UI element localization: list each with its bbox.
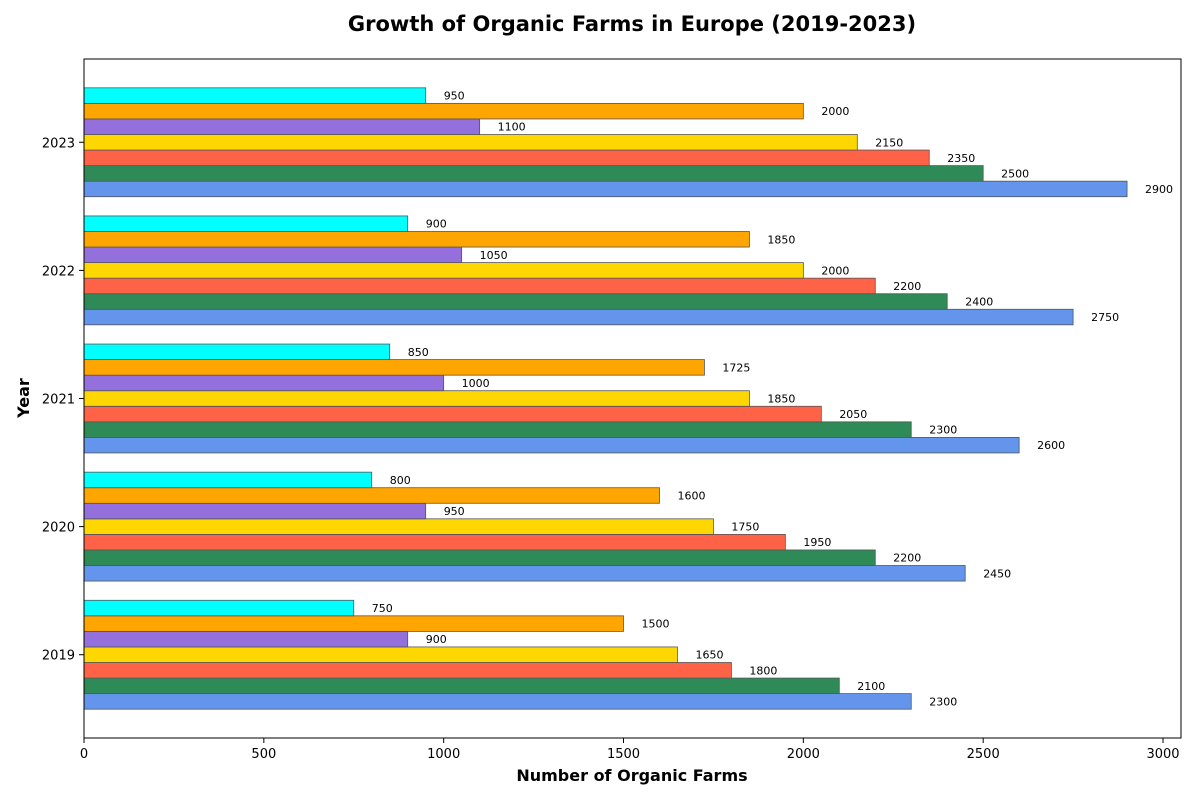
bar-2023-3 — [83, 134, 858, 151]
bar-2022-6 — [83, 215, 409, 232]
data-label-2022-4: 1050 — [480, 249, 508, 262]
x-tick-label-1000: 1000 — [427, 747, 460, 762]
bar-2020-0 — [83, 565, 966, 582]
data-label-2019-2: 1800 — [749, 664, 777, 677]
bar-2019-2 — [83, 662, 732, 679]
bars-group — [83, 87, 1128, 710]
data-label-2022-2: 2200 — [893, 280, 921, 293]
bar-2019-5 — [83, 615, 624, 632]
plot-frame — [83, 58, 1182, 739]
data-label-2023-2: 2350 — [947, 152, 975, 165]
data-label-2019-3: 1650 — [695, 649, 723, 662]
y-ticks-group: 2019 2020 2021 2022 2023 — [42, 136, 84, 664]
bar-2023-4 — [83, 118, 481, 135]
bar-2023-5 — [83, 102, 804, 120]
data-label-2020-5: 1600 — [677, 490, 705, 503]
bar-2020-2 — [83, 533, 786, 551]
data-label-2021-1: 2300 — [929, 424, 957, 437]
data-labels-group: 2300 2100 1800 1650 900 1500 750 2450 2200 1950 17… — [372, 90, 1173, 709]
bar-2019-0 — [83, 693, 912, 710]
bar-2021-4 — [83, 374, 445, 392]
data-label-2022-6: 900 — [426, 218, 447, 231]
bar-2022-4 — [83, 246, 463, 264]
x-ticks-group: 0 500 1000 1500 2000 2500 3000 — [80, 738, 1180, 762]
data-label-2019-1: 2100 — [857, 680, 885, 693]
data-label-2020-4: 950 — [444, 505, 465, 518]
y-tick-label-2023: 2023 — [42, 136, 75, 151]
bar-2021-0 — [83, 436, 1020, 454]
x-tick-label-2500: 2500 — [967, 747, 1000, 762]
bar-2020-6 — [83, 471, 373, 489]
data-label-2019-6: 750 — [372, 602, 393, 615]
bar-2022-1 — [83, 293, 948, 310]
data-label-2022-0: 2750 — [1091, 311, 1119, 324]
data-label-2020-2: 1950 — [803, 536, 831, 549]
data-label-2020-1: 2200 — [893, 552, 921, 565]
data-label-2022-1: 2400 — [965, 296, 993, 309]
x-tick-label-3000: 3000 — [1146, 747, 1179, 762]
chart-title: Growth of Organic Farms in Europe (2019-… — [348, 12, 916, 36]
bar-2023-2 — [83, 149, 930, 167]
x-tick-label-500: 500 — [251, 747, 276, 762]
bar-2020-3 — [83, 518, 714, 535]
y-tick-label-2019: 2019 — [42, 649, 75, 664]
bar-2021-1 — [83, 421, 912, 438]
bar-2019-6 — [83, 599, 355, 617]
data-label-2022-3: 2000 — [821, 264, 849, 277]
bar-2022-2 — [83, 277, 876, 295]
y-tick-label-2021: 2021 — [42, 393, 75, 408]
bar-2020-4 — [83, 502, 427, 520]
bar-2021-2 — [83, 405, 822, 423]
data-label-2019-4: 900 — [426, 633, 447, 646]
bar-2019-4 — [83, 630, 409, 648]
data-label-2021-5: 1725 — [722, 361, 750, 374]
bar-2021-3 — [83, 390, 750, 407]
y-axis-label: Year — [14, 378, 33, 419]
data-label-2019-0: 2300 — [929, 695, 957, 708]
data-label-2020-6: 800 — [390, 474, 411, 487]
data-label-2023-4: 1100 — [498, 121, 526, 134]
bar-2021-5 — [83, 359, 705, 376]
y-tick-label-2020: 2020 — [42, 521, 75, 536]
data-label-2020-3: 1750 — [731, 521, 759, 534]
bar-2019-3 — [83, 646, 678, 663]
data-label-2020-0: 2450 — [983, 567, 1011, 580]
data-label-2021-2: 2050 — [839, 408, 867, 421]
data-label-2023-5: 2000 — [821, 105, 849, 118]
x-tick-label-0: 0 — [80, 747, 88, 762]
x-tick-label-1500: 1500 — [607, 747, 640, 762]
bar-2022-3 — [83, 262, 804, 279]
bar-2023-0 — [83, 180, 1128, 198]
data-label-2023-1: 2500 — [1001, 167, 1029, 180]
bar-2021-6 — [83, 343, 391, 361]
x-tick-label-2000: 2000 — [787, 747, 820, 762]
bar-2022-5 — [83, 231, 750, 248]
x-axis-label: Number of Organic Farms — [516, 766, 747, 785]
data-label-2021-0: 2600 — [1037, 439, 1065, 452]
data-label-2021-6: 850 — [408, 346, 429, 359]
bar-2023-1 — [83, 165, 984, 182]
data-label-2019-5: 1500 — [642, 618, 670, 631]
data-label-2023-0: 2900 — [1145, 183, 1173, 196]
data-label-2022-5: 1850 — [767, 233, 795, 246]
data-label-2023-6: 950 — [444, 90, 465, 103]
data-label-2021-4: 1000 — [462, 377, 490, 390]
data-label-2021-3: 1850 — [767, 393, 795, 406]
bar-2019-1 — [83, 677, 840, 695]
bar-2023-6 — [83, 87, 427, 104]
bar-2020-1 — [83, 549, 876, 566]
bar-2022-0 — [83, 308, 1074, 326]
data-label-2023-3: 2150 — [875, 136, 903, 149]
bar-2020-5 — [83, 487, 660, 504]
y-tick-label-2022: 2022 — [42, 264, 75, 279]
